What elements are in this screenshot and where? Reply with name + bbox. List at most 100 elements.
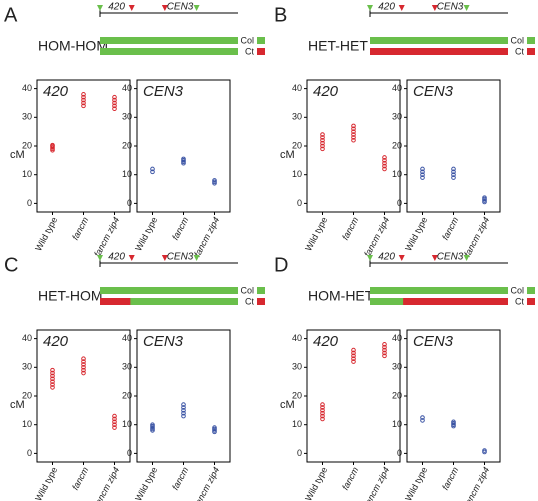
marker-label: CEN3	[437, 252, 464, 263]
legend-swatch	[527, 37, 535, 44]
panel-letter: B	[274, 4, 287, 26]
data-point	[482, 199, 487, 205]
data-point	[451, 166, 456, 172]
x-tick-label: fancm	[170, 465, 191, 492]
marker-triangle	[193, 5, 200, 11]
legend-label: Ct	[515, 46, 524, 56]
x-tick-label: fancm zip4	[362, 465, 391, 501]
data-point	[451, 172, 456, 177]
legend-swatch	[257, 287, 265, 294]
data-point	[150, 422, 155, 427]
y-tick-label: 10	[292, 419, 302, 429]
y-tick-label: 30	[392, 362, 402, 372]
data-point	[382, 166, 387, 172]
data-point	[320, 410, 325, 416]
data-point	[181, 159, 186, 165]
legend-swatch	[527, 298, 535, 305]
y-tick-label: 40	[392, 83, 402, 93]
data-point	[81, 100, 86, 106]
genotype-label: HET-HET	[308, 38, 368, 54]
data-point	[81, 362, 86, 367]
data-point	[320, 137, 325, 143]
data-point	[351, 129, 356, 134]
data-point	[351, 137, 356, 143]
y-axis-label: cM	[10, 149, 25, 161]
chart-title: 420	[313, 333, 339, 350]
data-point	[212, 428, 217, 433]
data-point	[112, 100, 117, 106]
data-point	[181, 405, 186, 410]
y-tick-label: 20	[122, 140, 132, 150]
marker-triangle	[463, 255, 470, 261]
col-bar	[100, 37, 238, 44]
data-point	[451, 422, 456, 427]
y-tick-label: 40	[22, 333, 32, 343]
data-point	[112, 413, 117, 419]
data-point	[50, 385, 55, 390]
data-point	[81, 356, 86, 361]
legend-label: Col	[240, 35, 254, 45]
bottom-bar	[100, 298, 238, 305]
x-tick-label: fancm zip4	[462, 465, 491, 501]
legend-swatch	[257, 298, 265, 305]
data-point	[81, 367, 86, 373]
x-tick-label: Wild type	[33, 215, 59, 252]
data-point	[212, 429, 217, 435]
legend-label: Col	[240, 285, 254, 295]
data-point	[382, 347, 387, 353]
panel-letter: C	[4, 254, 18, 276]
marker-label: CEN3	[437, 2, 464, 13]
y-tick-label: 10	[22, 419, 32, 429]
legend-swatch	[527, 287, 535, 294]
data-point	[420, 166, 425, 172]
data-point	[482, 449, 487, 455]
data-point	[50, 145, 55, 150]
y-tick-label: 10	[22, 169, 32, 179]
data-point	[112, 103, 117, 109]
marker-triangle	[367, 255, 373, 261]
marker-triangle	[431, 255, 438, 261]
x-tick-label: fancm	[340, 215, 361, 242]
marker-triangle	[128, 5, 135, 11]
y-tick-label: 0	[127, 198, 132, 208]
data-point	[351, 356, 356, 361]
data-point	[382, 155, 387, 160]
y-tick-label: 0	[297, 198, 302, 208]
y-tick-label: 0	[397, 448, 402, 458]
data-point	[351, 350, 356, 356]
data-point	[320, 143, 325, 149]
data-point	[382, 163, 387, 169]
legend-label: Ct	[245, 296, 254, 306]
y-tick-label: 30	[122, 112, 132, 122]
data-point	[351, 126, 356, 132]
data-point	[81, 94, 86, 100]
data-point	[482, 196, 487, 202]
data-point	[150, 169, 155, 175]
data-point	[320, 146, 325, 152]
data-point	[351, 353, 356, 359]
marker-triangle	[367, 5, 373, 11]
y-tick-label: 20	[122, 390, 132, 400]
data-point	[181, 410, 186, 416]
data-point	[81, 370, 86, 376]
data-point	[351, 135, 356, 140]
data-point	[50, 370, 55, 376]
data-point	[420, 169, 425, 175]
chart-title: 420	[313, 83, 339, 100]
panel-letter: A	[4, 4, 18, 26]
x-tick-label: fancm zip4	[192, 215, 221, 258]
y-tick-label: 30	[292, 362, 302, 372]
marker-label: 420	[108, 252, 125, 263]
genotype-label: HOM-HET	[308, 288, 374, 304]
marker-label: 420	[108, 2, 125, 13]
x-tick-label: fancm	[440, 215, 461, 242]
y-tick-label: 0	[127, 448, 132, 458]
data-point	[150, 426, 155, 432]
x-tick-label: Wild type	[33, 465, 59, 501]
y-tick-label: 10	[122, 169, 132, 179]
ct-segment	[100, 298, 131, 305]
y-axis-label: cM	[280, 399, 295, 411]
